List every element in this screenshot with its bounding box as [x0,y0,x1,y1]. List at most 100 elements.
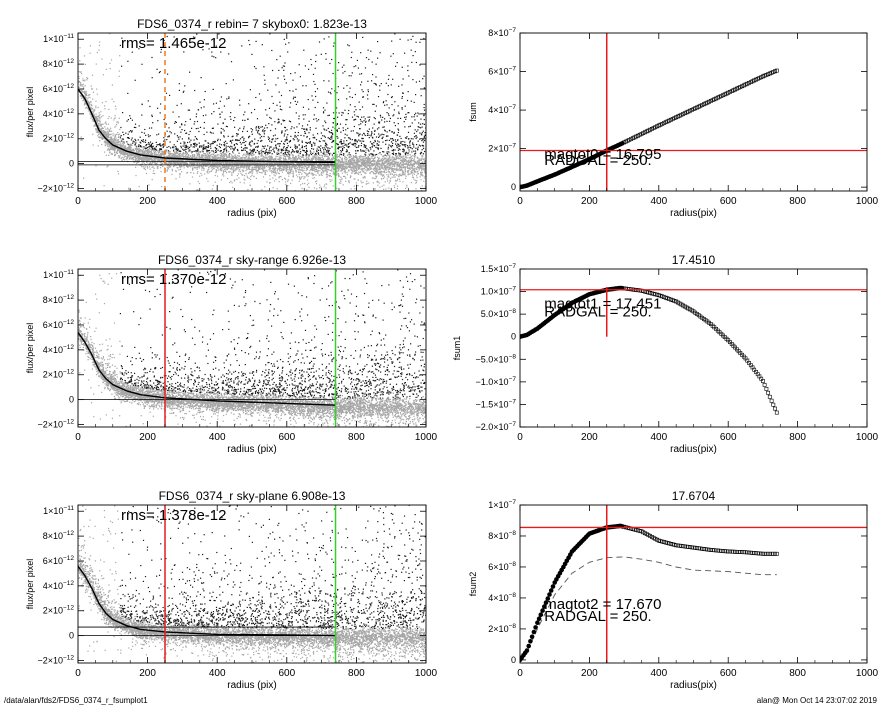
pixel-point [343,168,345,170]
pixel-point [270,155,272,157]
pixel-point [344,193,345,194]
pixel-point [345,119,347,121]
pixel-point [316,151,318,153]
pixel-point [98,117,101,119]
pixel-point [235,143,237,145]
pixel-point [227,145,229,148]
pixel-point [399,178,401,180]
pixel-point [231,172,233,174]
pixel-point [347,146,349,148]
pixel-point [118,144,120,146]
pixel-point [414,119,416,121]
pixel-point [232,148,234,150]
pixel-point [143,146,145,148]
pixel-point [353,163,355,165]
pixel-point [82,91,84,93]
pixel-point [138,145,140,147]
pixel-point [178,159,180,161]
pixel-point [96,88,98,90]
pixel-point [263,133,265,135]
pixel-point [170,132,172,134]
pixel-point [222,173,224,175]
pixel-point [357,116,359,118]
pixel-point [421,144,423,146]
pixel-point [301,146,303,149]
pixel-point [187,109,189,111]
pixel-point [331,138,333,140]
pixel-point [390,172,392,174]
pixel-point [402,204,403,205]
pixel-point [303,172,305,174]
pixel-point [296,157,298,159]
pixel-point [412,143,414,145]
pixel-point [119,143,121,145]
pixel-point [291,126,293,128]
pixel-point [169,152,171,155]
pixel-point [224,143,226,145]
pixel-point [402,144,404,146]
pixel-point [415,94,417,96]
pixel-point [280,169,282,172]
pixel-point [377,169,379,171]
pixel-point [337,116,339,118]
pixel-point [418,212,419,213]
pixel-point [276,169,278,171]
pixel-point [364,176,366,178]
pixel-point [278,176,280,178]
pixel-point [418,126,420,128]
pixel-point [204,173,206,175]
pixel-point [260,155,262,157]
pixel-point [418,144,420,146]
pixel-point [387,78,390,80]
pixel-point [288,158,290,160]
pixel-point [367,169,369,171]
pixel-point [378,136,380,138]
pixel-point [273,147,275,149]
pixel-point [321,167,323,169]
pixel-point [179,176,181,178]
pixel-point [268,138,270,140]
pixel-point [313,169,315,172]
pixel-point [353,178,355,180]
pixel-point [308,154,310,156]
pixel-point [313,177,315,179]
pixel-point [422,138,424,140]
pixel-point [351,143,353,145]
pixel-point [336,107,338,109]
pixel-point [98,114,100,116]
pixel-point [336,143,338,145]
pixel-point [110,59,113,61]
pixel-point [329,154,331,156]
pixel-point [219,168,221,170]
pixel-point [152,122,154,124]
pixel-point [355,171,357,173]
pixel-point [220,51,222,53]
pixel-point [197,166,199,168]
pixel-point [226,126,228,128]
pixel-point [356,150,358,152]
pixel-point [414,168,416,170]
pixel-point [278,148,280,150]
pixel-point [351,51,353,53]
pixel-point [212,161,214,163]
pixel-point [165,92,168,94]
pixel-point [296,138,298,140]
pixel-point [388,182,390,184]
pixel-point [383,101,385,103]
pixel-point [102,127,104,129]
pixel-point [266,170,268,172]
pixel-point [209,131,211,133]
pixel-point [87,97,89,99]
pixel-point [265,109,267,111]
pixel-point [224,165,226,167]
pixel-point [337,86,339,88]
pixel-point [283,142,285,145]
pixel-point [297,155,299,157]
pixel-point [130,117,132,119]
pixel-point [134,143,136,145]
pixel-point [286,169,288,171]
pixel-point [397,139,399,141]
pixel-point [160,145,162,147]
pixel-point [424,139,426,142]
pixel-point [354,156,356,158]
